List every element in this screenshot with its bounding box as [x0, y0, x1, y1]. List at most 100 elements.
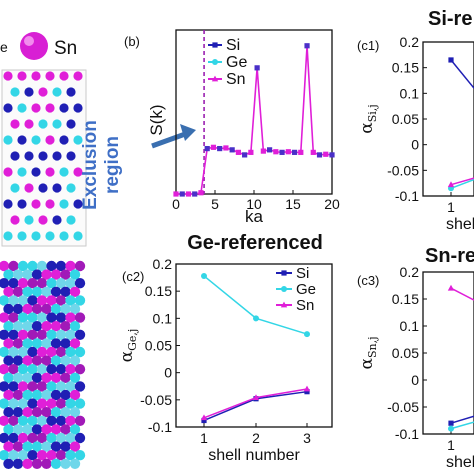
chart-c2-ylabel-sub: Ge,j: [126, 329, 139, 351]
chart-b-point: [260, 148, 266, 154]
chart-b-panel-label: (b): [124, 34, 140, 49]
supercell-atom: [69, 303, 81, 315]
supercell-atom: [36, 278, 48, 289]
atom-site: [45, 231, 55, 241]
atom-site: [17, 71, 27, 81]
atom-site: [10, 183, 20, 193]
supercell-atom: [0, 450, 10, 461]
chart-c3-point-sn: [447, 284, 455, 291]
chart-b-point: [173, 191, 179, 197]
supercell-atom: [22, 389, 33, 401]
supercell-atom: [31, 458, 43, 469]
atom-site: [3, 71, 13, 81]
chart-c3-point-si: [448, 420, 454, 426]
supercell-atom: [41, 407, 52, 418]
supercell-atom: [27, 381, 38, 392]
atom-site: [3, 135, 13, 145]
chart-b-ylabel: S(k): [147, 104, 166, 135]
supercell-atom: [31, 321, 43, 332]
chart-b-point: [235, 149, 241, 155]
supercell-atom: [17, 346, 29, 358]
supercell-atom: [22, 441, 33, 452]
chart-b-point: [329, 152, 335, 158]
supercell-atom: [55, 364, 67, 375]
supercell-atom: [69, 269, 81, 280]
supercell-atom: [69, 389, 81, 401]
atom-site: [17, 167, 27, 177]
supercell-atom: [8, 312, 19, 323]
supercell-atom: [74, 450, 86, 461]
atom-site: [45, 71, 55, 81]
supercell-atom: [46, 415, 57, 426]
supercell-atom: [74, 381, 86, 392]
chart-c2-point-sn: [252, 394, 260, 401]
chart-b-point: [267, 147, 273, 153]
supercell-atom: [55, 346, 67, 358]
supercell-atom: [46, 432, 57, 444]
chart-b-series-sn: [176, 45, 333, 195]
chart-b-point: [304, 43, 310, 49]
supercell-atom: [8, 346, 19, 358]
chart-c1-panel-label: (c1): [357, 38, 379, 53]
heading-si-referenced: Si-re: [428, 8, 472, 30]
supercell-atom: [50, 355, 62, 366]
supercell-atom: [60, 372, 71, 383]
supercell-atom: [17, 450, 29, 461]
atom-site: [59, 231, 69, 241]
chart-b-point: [179, 191, 185, 197]
atom-site: [59, 135, 69, 145]
supercell-atom: [31, 407, 43, 418]
supercell-atom: [0, 432, 10, 444]
supercell-atom: [50, 424, 62, 435]
supercell-atom: [27, 432, 38, 444]
atom-site: [73, 231, 83, 241]
chart-c2-ytick-label: -0.05: [140, 392, 172, 408]
chart-c1-xlabel: shel: [446, 216, 474, 233]
supercell-atom: [50, 441, 62, 452]
atom-site: [38, 215, 48, 225]
atom-site: [66, 215, 76, 225]
atom-site: [31, 71, 41, 81]
supercell-atom: [3, 286, 14, 297]
supercell-atom: [65, 364, 76, 375]
chart-b-point: [204, 145, 210, 152]
supercell-atom: [36, 329, 48, 340]
atom-site: [45, 167, 55, 177]
atom-site: [31, 167, 41, 177]
supercell-atom: [31, 338, 43, 349]
supercell-atom: [65, 381, 76, 392]
supercell-atom: [36, 432, 48, 444]
chart-b-point: [273, 149, 279, 155]
atom-site: [31, 103, 41, 113]
supercell-atom: [55, 278, 67, 289]
supercell-atom: [55, 312, 67, 323]
svg-text:e: e: [0, 39, 8, 55]
chart-c2-ytick-label: -0.1: [148, 419, 172, 435]
supercell-atom: [31, 303, 43, 315]
supercell-atom: [65, 432, 76, 444]
supercell-atom: [36, 450, 48, 461]
atom-site: [59, 71, 69, 81]
chart-b-point: [192, 191, 198, 197]
atom-site: [10, 151, 20, 161]
supercell-atom: [0, 260, 10, 272]
supercell-atom: [36, 381, 48, 392]
supercell-atom: [12, 372, 24, 383]
supercell-atom: [46, 260, 57, 272]
lattice-2d-panel: [1, 69, 87, 247]
supercell-atom: [65, 278, 76, 289]
supercell-atom: [3, 407, 14, 418]
supercell-atom: [41, 355, 52, 366]
chart-b-legend-marker-ge: [212, 59, 218, 65]
chart-c2: (c2) 0.2 0.15 0.1 0.05 0 -0.05 -0.1 αGe,j 1 2 3shel…: [117, 256, 333, 464]
supercell-atom: [0, 381, 10, 392]
chart-b-legend-label-si: Si: [226, 37, 240, 54]
chart-c2-point-si: [304, 389, 310, 395]
supercell-atom: [36, 415, 48, 426]
supercell-atom: [65, 295, 76, 306]
chart-c3-ytick-label: 0.2: [400, 264, 420, 280]
supercell-atom: [55, 432, 67, 444]
